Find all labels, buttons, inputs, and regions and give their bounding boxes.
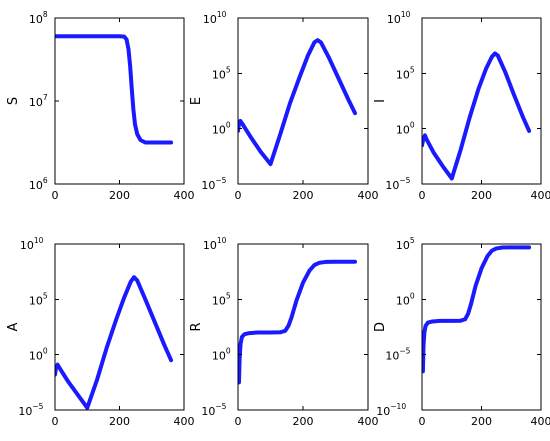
y-axis-label: A (6, 322, 21, 331)
x-tick-label: 0 (52, 415, 59, 428)
series-line-e-0 (238, 38, 357, 167)
axes-box (54, 243, 185, 411)
y-axis-label: I (373, 99, 388, 103)
y-tick-label: 105 (29, 291, 48, 307)
y-tick-label: 10−5 (385, 176, 410, 192)
x-tick-label: 400 (358, 415, 379, 428)
y-tick-label: 10−5 (201, 402, 226, 418)
x-tick-label: 400 (531, 415, 550, 428)
series-line-r-0 (238, 259, 357, 385)
series-line-a-0 (55, 275, 174, 410)
y-tick-label: 105 (212, 65, 231, 81)
panel-d: 0 200 400 10−10 10−5 100 105 D (373, 236, 550, 428)
panel-a: 0 200 400 10−5 100 105 1010 A (6, 236, 195, 428)
y-tick-label: 100 (29, 347, 48, 363)
x-tick-label: 0 (52, 189, 59, 202)
y-tick-label: 100 (212, 347, 231, 363)
y-tick-label: 106 (29, 176, 48, 192)
y-tick-label: 100 (212, 121, 231, 137)
y-tick-label: 1010 (387, 10, 411, 26)
y-tick-label: 1010 (20, 236, 44, 252)
y-tick-label: 1010 (203, 236, 227, 252)
x-tick-label: 400 (531, 189, 550, 202)
x-tick-label: 0 (419, 415, 426, 428)
panel-i: 0 200 400 10−5 100 105 1010 I (373, 10, 550, 202)
y-axis-label: R (189, 322, 204, 331)
axes-box (237, 243, 369, 411)
y-axis-label: D (373, 322, 388, 332)
y-tick-label: 10−5 (18, 402, 43, 418)
axes-box (54, 17, 185, 185)
y-tick-label: 108 (29, 10, 48, 26)
series-line-s-0 (55, 34, 174, 145)
y-tick-label: 10−5 (201, 176, 226, 192)
y-tick-label: 1010 (203, 10, 227, 26)
y-tick-label: 10−5 (385, 347, 410, 363)
y-tick-label: 105 (396, 236, 415, 252)
x-tick-label: 200 (109, 415, 130, 428)
y-axis-label: E (189, 97, 204, 105)
y-axis-label: S (6, 97, 21, 105)
y-tick-label: 107 (29, 93, 48, 109)
y-tick-label: 10−10 (376, 402, 406, 418)
x-tick-label: 400 (174, 189, 195, 202)
panel-r: 0 200 400 10−5 100 105 1010 R (189, 236, 379, 428)
x-tick-label: 0 (235, 415, 242, 428)
x-tick-label: 400 (358, 189, 379, 202)
x-tick-label: 400 (174, 415, 195, 428)
y-tick-label: 100 (396, 121, 415, 137)
x-tick-label: 200 (293, 189, 314, 202)
x-tick-label: 200 (109, 189, 130, 202)
panel-e: 0 200 400 10−5 100 105 1010 E (189, 10, 379, 202)
panel-s: 0 200 400 106 107 108 S (6, 10, 195, 202)
series-line-i-0 (422, 51, 532, 181)
x-tick-label: 200 (471, 415, 492, 428)
y-tick-label: 100 (396, 291, 415, 307)
x-tick-label: 200 (471, 189, 492, 202)
x-tick-label: 0 (235, 189, 242, 202)
x-tick-label: 0 (419, 189, 426, 202)
x-tick-label: 200 (293, 415, 314, 428)
y-tick-label: 105 (396, 65, 415, 81)
y-tick-label: 105 (212, 291, 231, 307)
series-line-d-0 (422, 245, 532, 374)
